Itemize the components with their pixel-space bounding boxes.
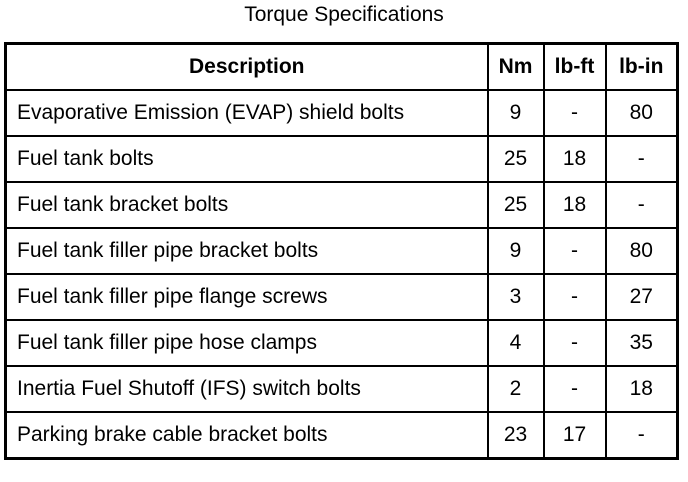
- cell-lb-in: -: [604, 181, 679, 229]
- table-row: Fuel tank filler pipe bracket bolts 9-80: [4, 227, 679, 275]
- header-lb-in: lb-in: [604, 42, 679, 91]
- cell-nm: 23: [486, 411, 545, 460]
- cell-lb-in: 80: [604, 227, 679, 275]
- cell-nm: 9: [486, 227, 545, 275]
- cell-lb-in: 18: [604, 365, 679, 413]
- table-row: Parking brake cable bracket bolts 23 17-: [4, 411, 679, 460]
- cell-lb-in: -: [604, 411, 679, 460]
- cell-lb-ft: 18: [542, 135, 607, 183]
- cell-description: Fuel tank filler pipe flange screws: [4, 273, 489, 321]
- cell-description: Fuel tank bracket bolts: [4, 181, 489, 229]
- cell-nm: 9: [486, 89, 545, 137]
- cell-lb-ft: -: [542, 227, 607, 275]
- table-title: Torque Specifications: [244, 3, 444, 26]
- cell-lb-in: 27: [604, 273, 679, 321]
- cell-lb-ft: 18: [542, 181, 607, 229]
- cell-lb-ft: -: [542, 319, 607, 367]
- cell-description: Evaporative Emission (EVAP) shield bolts: [4, 89, 489, 137]
- cell-nm: 25: [486, 135, 545, 183]
- cell-lb-in: 80: [604, 89, 679, 137]
- cell-description: Fuel tank filler pipe bracket bolts: [4, 227, 489, 275]
- table-row: Evaporative Emission (EVAP) shield bolts…: [4, 89, 679, 137]
- cell-lb-ft: -: [542, 89, 607, 137]
- cell-lb-ft: -: [542, 365, 607, 413]
- header-row: Description Nm lb-ft lb-in: [4, 42, 679, 91]
- cell-nm: 3: [486, 273, 545, 321]
- table-row: Fuel tank filler pipe hose clamps 4-35: [4, 319, 679, 367]
- table-row: Fuel tank bolts 25 18-: [4, 135, 679, 183]
- cell-nm: 25: [486, 181, 545, 229]
- table-row: Inertia Fuel Shutoff (IFS) switch bolts 2…: [4, 365, 679, 413]
- header-description: Description: [4, 42, 489, 91]
- cell-description: Fuel tank filler pipe hose clamps: [4, 319, 489, 367]
- cell-lb-ft: 17: [542, 411, 607, 460]
- cell-lb-in: 35: [604, 319, 679, 367]
- cell-description: Inertia Fuel Shutoff (IFS) switch bolts: [4, 365, 489, 413]
- cell-lb-in: -: [604, 135, 679, 183]
- cell-lb-ft: -: [542, 273, 607, 321]
- cell-nm: 2: [486, 365, 545, 413]
- cell-description: Parking brake cable bracket bolts: [4, 411, 489, 460]
- header-lb-ft: lb-ft: [542, 42, 607, 91]
- cell-description: Fuel tank bolts: [4, 135, 489, 183]
- header-nm: Nm: [486, 42, 545, 91]
- table-row: Fuel tank filler pipe flange screws 3-27: [4, 273, 679, 321]
- cell-nm: 4: [486, 319, 545, 367]
- torque-specifications-table: Description Nm lb-ft lb-in Evaporative E…: [4, 42, 679, 460]
- table-row: Fuel tank bracket bolts 25 18-: [4, 181, 679, 229]
